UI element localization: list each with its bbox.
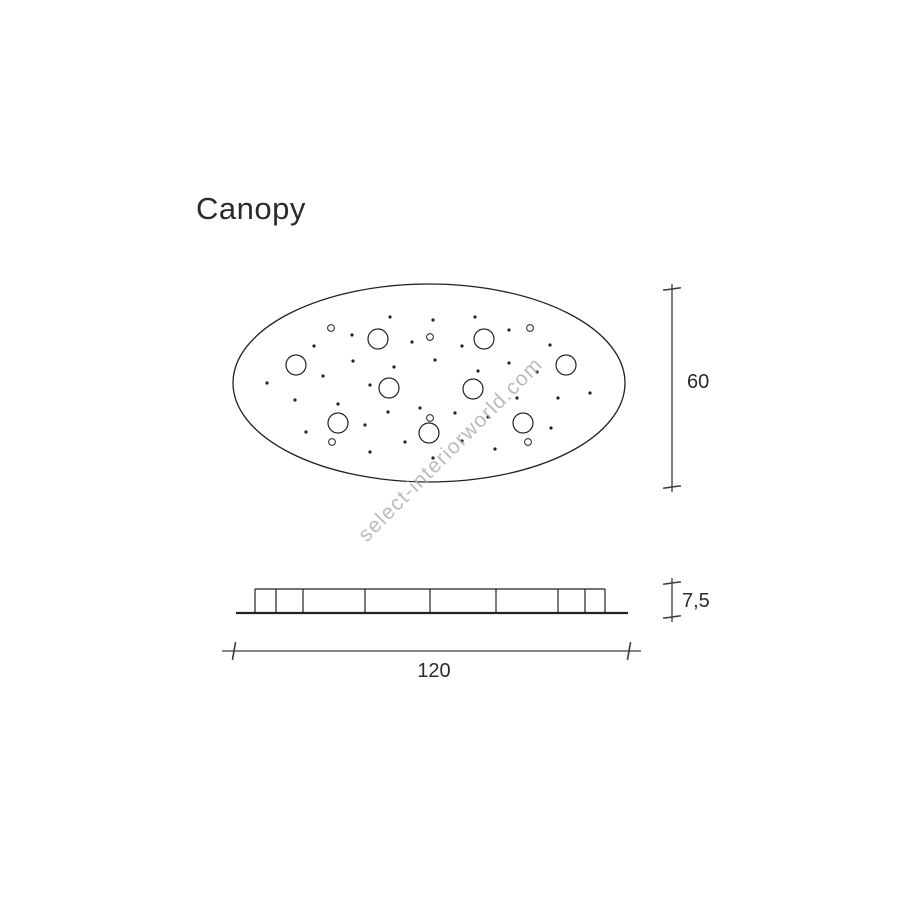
screw-rings — [327, 324, 534, 446]
dimension-line-thickness — [662, 578, 682, 622]
side-view — [236, 588, 628, 615]
height-dimension-value: 60 — [687, 371, 710, 393]
canopy-outline — [232, 283, 626, 483]
top-view — [232, 283, 626, 483]
side-view-slab — [254, 588, 606, 613]
width-dimension-value: 120 — [417, 660, 451, 682]
dimension-line-width — [222, 641, 641, 661]
thickness-dimension-value: 7,5 — [682, 590, 710, 612]
drawing-title: Canopy — [196, 191, 306, 226]
lamp-holes — [285, 328, 577, 444]
dimension-line-height — [662, 284, 682, 492]
decorative-dots — [265, 315, 592, 460]
